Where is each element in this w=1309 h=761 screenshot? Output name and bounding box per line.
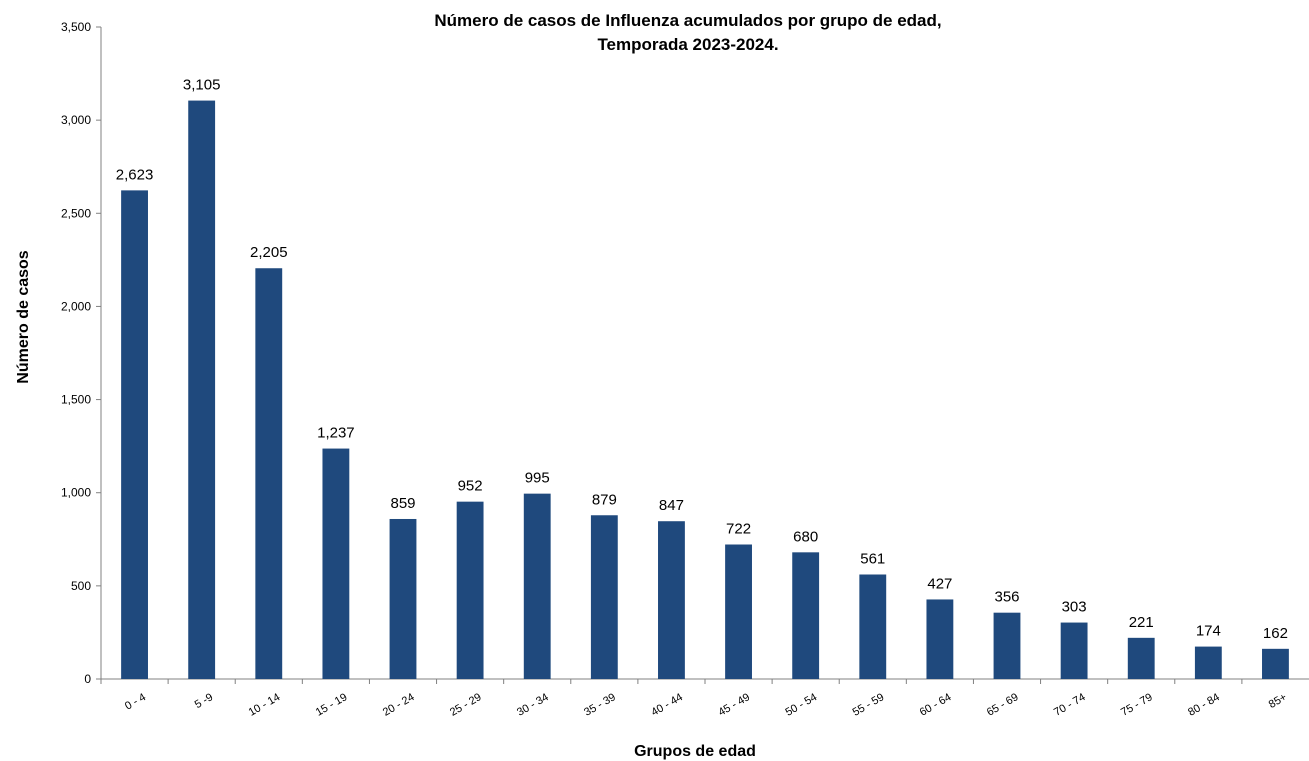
data-label: 3,105: [183, 77, 221, 94]
data-label: 2,623: [116, 166, 154, 183]
x-tick-label: 75 - 79: [1119, 691, 1155, 719]
bar: [590, 515, 618, 679]
x-tick-label: 50 - 54: [784, 691, 820, 719]
y-tick-label: 2,000: [61, 299, 91, 313]
x-tick-label: 45 - 49: [716, 691, 752, 719]
x-tick-label: 0 - 4: [123, 691, 148, 712]
bar: [993, 612, 1021, 679]
bar: [1262, 648, 1289, 679]
y-tick-label: 1,000: [61, 486, 91, 500]
data-label: 847: [659, 497, 684, 514]
y-axis-title: Número de casos: [15, 250, 32, 383]
y-tick-label: 2,500: [61, 206, 91, 220]
x-tick-label: 10 - 14: [247, 691, 283, 719]
x-tick-label: 60 - 64: [918, 691, 954, 719]
x-axis-title: Grupos de edad: [634, 743, 756, 760]
bar: [1194, 646, 1222, 679]
data-label: 427: [927, 575, 952, 592]
data-label: 859: [390, 495, 415, 512]
data-label: 952: [458, 478, 483, 495]
x-axis-ticks: 0 - 4 5 -9 10 - 14 15 - 19 20 - 24 25 - 29 30 …: [100, 679, 1289, 719]
data-label: 174: [1196, 623, 1221, 640]
data-label: 2,205: [250, 244, 288, 261]
bar: [389, 518, 417, 679]
data-label: 722: [726, 521, 751, 538]
bar: [658, 521, 685, 679]
y-tick-label: 3,500: [61, 20, 91, 34]
bar: [1127, 637, 1155, 679]
data-label: 356: [994, 589, 1019, 606]
bar: [926, 599, 954, 679]
data-label: 995: [525, 470, 550, 487]
y-tick-label: 500: [71, 579, 91, 593]
x-tick-label: 20 - 24: [381, 691, 417, 719]
data-label: 1,237: [317, 425, 355, 442]
y-axis-ticks: 0 500 1,000 1,500 2,000 2,500 3,000 3,500: [61, 20, 101, 686]
bar: [188, 100, 216, 679]
bar: [255, 268, 283, 679]
bar: [121, 190, 148, 680]
data-labels-group: 2,623 3,105 2,205 1,237 859 952 995 879 847 722 68…: [116, 77, 1288, 642]
data-label: 561: [860, 550, 885, 567]
y-tick-label: 0: [84, 672, 91, 686]
bar: [792, 552, 820, 679]
x-tick-label: 35 - 39: [582, 691, 618, 719]
y-tick-label: 3,000: [61, 113, 91, 127]
y-tick-label: 1,500: [61, 393, 91, 407]
data-label: 221: [1129, 614, 1154, 631]
data-label: 879: [592, 491, 617, 508]
x-tick-label: 85+: [1267, 691, 1289, 711]
x-tick-label: 5 -9: [193, 691, 215, 711]
chart-title-line-1: Número de casos de Influenza acumulados …: [434, 11, 941, 30]
bar: [523, 493, 551, 679]
x-tick-label: 70 - 74: [1052, 691, 1088, 719]
bar: [1060, 622, 1088, 679]
x-tick-label: 55 - 59: [851, 691, 887, 719]
x-tick-label: 80 - 84: [1186, 691, 1222, 719]
x-tick-label: 15 - 19: [314, 691, 350, 719]
x-tick-label: 30 - 34: [515, 691, 551, 719]
data-label: 303: [1062, 599, 1087, 616]
chart-title-line-2: Temporada 2023-2024.: [597, 35, 778, 54]
bar: [456, 501, 484, 679]
x-tick-label: 65 - 69: [985, 691, 1021, 719]
data-label: 162: [1263, 625, 1288, 642]
data-label: 680: [793, 528, 818, 545]
x-tick-label: 25 - 29: [448, 691, 484, 719]
bar: [859, 574, 887, 679]
bar: [322, 448, 350, 679]
x-tick-label: 40 - 44: [649, 691, 685, 719]
bar: [725, 544, 752, 679]
bars-group: [121, 100, 1289, 680]
